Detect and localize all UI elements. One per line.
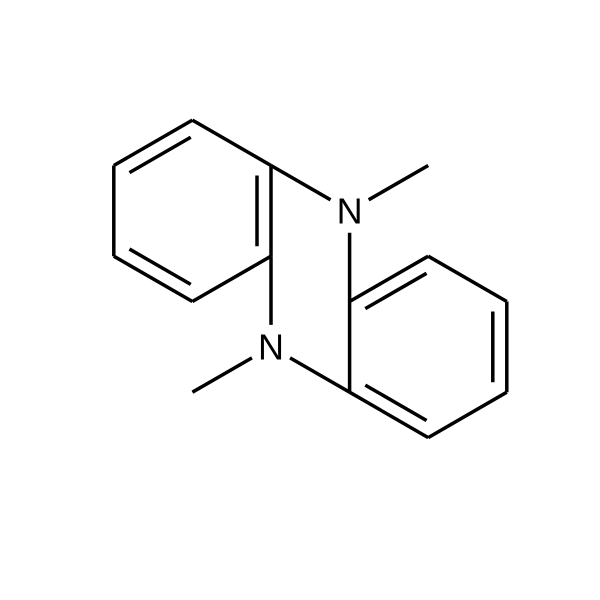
atom-label: N	[337, 190, 363, 231]
aromatic-inner-bond	[365, 385, 426, 420]
molecule-diagram: NN	[0, 0, 600, 600]
bond	[290, 358, 350, 392]
aromatic-inner-bond	[129, 137, 190, 172]
aromatic-inner-bond	[365, 273, 426, 308]
bond	[192, 120, 271, 165]
bond	[428, 256, 507, 301]
atom-label: N	[258, 326, 284, 367]
bond	[369, 166, 429, 200]
bond	[192, 358, 252, 392]
aromatic-inner-bond	[129, 249, 190, 284]
bond	[428, 392, 507, 437]
bond	[192, 256, 271, 301]
bond	[271, 166, 331, 200]
